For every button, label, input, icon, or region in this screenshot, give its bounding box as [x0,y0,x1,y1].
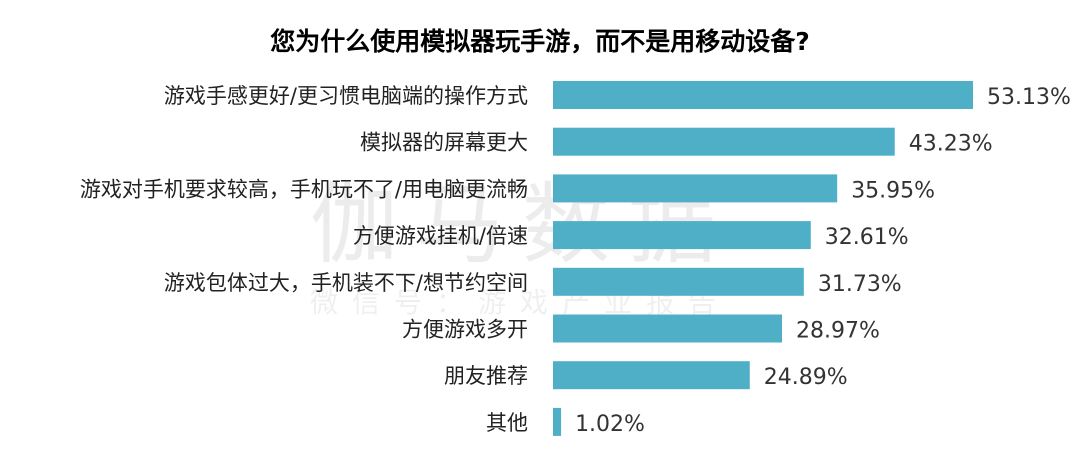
category-label: 游戏对手机要求较高，手机玩不了/用电脑更流畅 [80,177,528,201]
value-label: 53.13% [987,85,1071,110]
bar [553,267,804,296]
bar [553,361,750,390]
value-label: 31.73% [818,272,902,297]
value-label: 1.02% [575,412,645,437]
bars-group: 游戏手感更好/更习惯电脑端的操作方式 53.13% 模拟器的屏幕更大 43.23% 游戏… [80,81,1071,437]
value-label: 43.23% [909,132,993,157]
bar [553,174,838,203]
category-label: 方便游戏多开 [402,318,528,342]
category-label: 朋友推荐 [444,364,528,388]
value-label: 35.95% [851,178,935,203]
value-label: 28.97% [796,319,880,344]
bar [553,221,811,250]
category-label: 游戏手感更好/更习惯电脑端的操作方式 [164,84,528,108]
category-label: 游戏包体过大，手机装不下/想节约空间 [164,271,528,295]
category-label: 方便游戏挂机/倍速 [353,224,528,248]
bar [553,314,783,343]
value-label: 32.61% [825,225,909,250]
bar [553,81,973,109]
bar [553,127,895,156]
chart-title: 您为什么使用模拟器玩手游，而不是用移动设备? [270,27,810,56]
value-label: 24.89% [764,365,848,390]
category-label: 其他 [486,411,528,435]
bar [553,407,562,436]
category-label: 模拟器的屏幕更大 [360,131,528,155]
